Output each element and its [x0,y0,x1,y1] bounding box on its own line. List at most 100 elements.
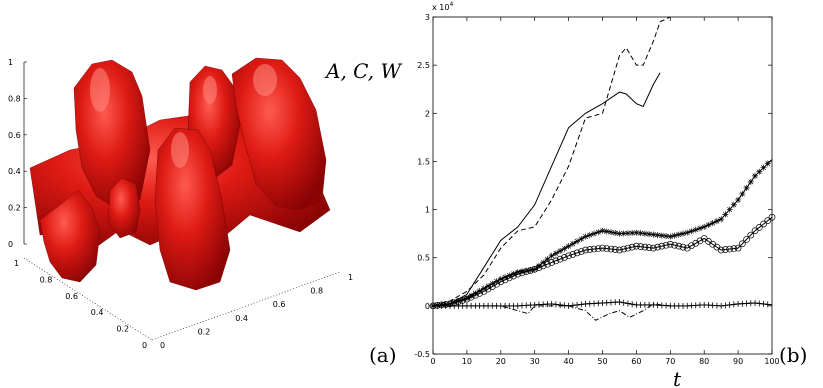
circle-marker [662,241,670,249]
circle-marker [556,255,564,263]
star-marker [654,232,661,239]
star-marker [671,232,678,239]
star-marker [743,184,750,191]
x-axis-label: t [673,367,682,388]
circle-marker [717,246,725,254]
star-marker [595,229,602,236]
star-marker [718,216,725,223]
plus-marker [726,301,733,308]
panel-label-b: (b) [779,343,807,367]
star-marker [705,221,712,228]
circle-marker [768,213,776,221]
circle-marker [569,250,577,258]
z-tick-label: 0.6 [8,131,21,140]
circle-marker [539,262,547,270]
star-marker [709,220,716,227]
y-tick-label: 0.8 [40,275,53,284]
star-marker [663,233,670,240]
star-marker [472,290,479,297]
circle-marker [599,244,606,252]
surface-y-axis [23,257,153,341]
y-tick-label: 0.2 [116,325,129,334]
circle-marker [743,236,750,243]
circle-marker [467,293,475,301]
star-marker [535,262,542,269]
plus-marker [561,302,568,309]
circle-marker [734,244,742,252]
star-marker [569,240,576,247]
star-marker [540,259,547,266]
star-marker [574,238,581,245]
circle-marker [637,243,644,250]
x-tick-label: 40 [564,357,574,366]
circle-marker [573,249,581,257]
circle-marker [514,270,522,278]
circle-marker [582,246,589,254]
circle-marker [590,245,598,253]
star-marker [747,178,754,185]
star-marker [658,232,665,239]
circle-marker [751,227,759,235]
star-marker [603,228,610,235]
highlight [203,76,217,104]
circle-marker [463,295,471,303]
x-tick-label: 90 [733,357,743,366]
exponent-label: x 104 [432,1,453,12]
star-marker [468,292,475,299]
y-axis-label: A, C, W [324,59,402,83]
star-marker [629,229,636,236]
star-marker [730,201,737,208]
circle-marker [730,245,738,252]
circle-marker [688,242,695,250]
circle-marker [476,289,483,297]
star-marker [561,245,568,252]
circle-marker [755,224,763,231]
circle-marker [505,274,513,282]
circle-marker [518,269,526,277]
circle-marker [552,257,560,265]
y-tick-label: 1.5 [417,157,430,166]
x-tick-label: 0.2 [198,327,211,336]
star-marker [612,229,619,236]
star-marker [586,232,593,239]
x-tick-label: 60 [631,357,641,366]
star-marker [722,211,729,218]
circle-marker [603,245,611,252]
plus-marker [620,299,627,306]
star-marker [510,270,517,277]
surface-column-front [154,127,231,291]
circle-marker [531,265,539,273]
line-chart-panel: A, C, W t x 104 -0.500.511.522.53 0 10 20 3… [324,1,780,388]
y-tick-label: 0.6 [65,292,78,301]
circle-marker [501,276,509,284]
series-line-dashdot [433,303,671,321]
plus-marker [760,300,767,307]
plus-marker [718,302,725,309]
x-tick-label: 50 [597,357,607,366]
x-tick-label: 0 [160,341,165,350]
plus-marker [629,301,636,308]
star-marker [641,230,648,237]
y-tick-label: 0 [425,302,430,311]
star-marker [557,247,564,254]
exponent-power: 4 [449,1,453,8]
z-tick-label: 0.8 [8,94,21,103]
star-marker [624,230,631,237]
circle-marker [522,268,530,276]
circle-marker [497,278,505,286]
circle-marker [586,246,594,253]
circle-marker [480,288,488,295]
circle-marker [535,264,543,271]
star-marker [552,250,559,257]
circle-marker [671,241,678,249]
star-marker [616,230,623,237]
star-marker [591,230,598,237]
star-marker [607,229,614,236]
star-marker [667,233,674,240]
star-marker [752,172,759,179]
star-marker [756,168,763,175]
star-marker [633,229,640,236]
plus-marker [548,300,555,307]
star-marker [726,206,733,213]
x-tick-label: 20 [496,357,506,366]
